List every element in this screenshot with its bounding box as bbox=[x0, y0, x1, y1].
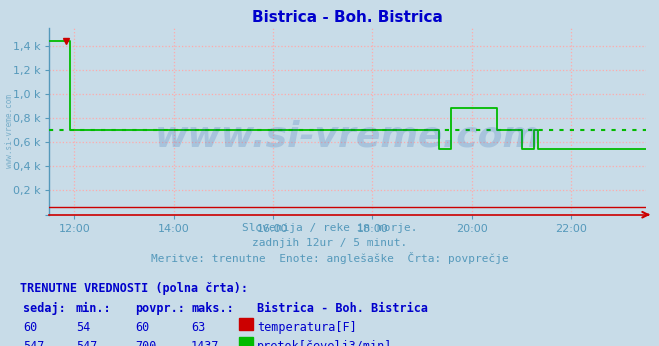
Text: www.si-vreme.com: www.si-vreme.com bbox=[5, 94, 14, 169]
Text: 60: 60 bbox=[135, 321, 150, 334]
Text: 547: 547 bbox=[23, 340, 44, 346]
Text: temperatura[F]: temperatura[F] bbox=[257, 321, 357, 334]
Text: sedaj:: sedaj: bbox=[23, 302, 66, 315]
Text: zadnjih 12ur / 5 minut.: zadnjih 12ur / 5 minut. bbox=[252, 238, 407, 248]
Text: 54: 54 bbox=[76, 321, 90, 334]
Text: 1437: 1437 bbox=[191, 340, 219, 346]
Text: www.si-vreme.com: www.si-vreme.com bbox=[155, 119, 540, 153]
Text: 547: 547 bbox=[76, 340, 97, 346]
Text: TRENUTNE VREDNOSTI (polna črta):: TRENUTNE VREDNOSTI (polna črta): bbox=[20, 282, 248, 295]
Text: 60: 60 bbox=[23, 321, 38, 334]
Title: Bistrica - Boh. Bistrica: Bistrica - Boh. Bistrica bbox=[252, 10, 443, 25]
Text: pretok[čevelj3/min]: pretok[čevelj3/min] bbox=[257, 340, 392, 346]
Text: 700: 700 bbox=[135, 340, 156, 346]
Text: povpr.:: povpr.: bbox=[135, 302, 185, 315]
Text: 63: 63 bbox=[191, 321, 206, 334]
Text: Bistrica - Boh. Bistrica: Bistrica - Boh. Bistrica bbox=[257, 302, 428, 315]
Text: Meritve: trenutne  Enote: anglešaške  Črta: povprečje: Meritve: trenutne Enote: anglešaške Črta… bbox=[151, 252, 508, 264]
Text: Slovenija / reke in morje.: Slovenija / reke in morje. bbox=[242, 223, 417, 233]
Text: min.:: min.: bbox=[76, 302, 111, 315]
Text: maks.:: maks.: bbox=[191, 302, 234, 315]
